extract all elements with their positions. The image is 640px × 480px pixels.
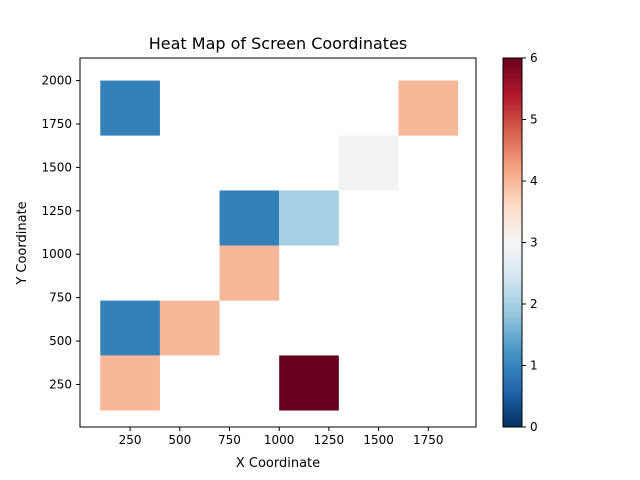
heatmap-cell-1 (279, 355, 339, 411)
colorbar-ticks: 0 1 2 3 4 5 6 (522, 51, 538, 434)
y-tick-label: 1750 (41, 117, 72, 131)
y-axis-ticks: 250 500 750 1000 1250 1500 1750 2000 (41, 74, 80, 391)
plot-frame (79, 57, 477, 428)
y-axis-label: Y Coordinate (15, 201, 30, 285)
y-tick-label: 750 (49, 291, 72, 305)
y-tick-label: 1500 (41, 160, 72, 174)
heatmap-cell-9 (398, 80, 459, 136)
y-tick-label: 1000 (41, 247, 72, 261)
x-axis-ticks: 250 500 750 1000 1250 1500 1750 (119, 427, 444, 447)
y-tick-label: 500 (49, 334, 72, 348)
colorbar (503, 58, 522, 427)
heatmap-cell-8 (100, 80, 160, 136)
heatmap-cell-3 (159, 300, 220, 356)
x-tick-label: 1750 (413, 433, 444, 447)
x-tick-label: 250 (119, 433, 142, 447)
x-tick-label: 1250 (314, 433, 345, 447)
y-tick-label: 1250 (41, 204, 72, 218)
y-tick-label: 250 (49, 377, 72, 391)
colorbar-tick-label: 6 (530, 51, 538, 65)
heatmap-cells (100, 80, 459, 411)
heatmap-cell-0 (100, 355, 160, 411)
heatmap-cell-2 (100, 300, 160, 356)
colorbar-tick-label: 1 (530, 359, 538, 373)
x-axis-label: X Coordinate (236, 456, 320, 471)
y-tick-label: 2000 (41, 74, 72, 88)
x-tick-label: 750 (218, 433, 241, 447)
heatmap-cell-5 (219, 190, 280, 246)
colorbar-tick-label: 3 (530, 236, 538, 250)
colorbar-tick-label: 5 (530, 113, 538, 127)
heatmap-cell-6 (279, 190, 339, 246)
x-tick-label: 1000 (264, 433, 295, 447)
heatmap-cell-7 (338, 135, 399, 191)
colorbar-tick-label: 0 (530, 420, 538, 434)
heatmap-cell-4 (219, 245, 280, 301)
colorbar-tick-label: 2 (530, 297, 538, 311)
x-tick-label: 500 (168, 433, 191, 447)
x-tick-label: 1500 (363, 433, 394, 447)
chart-title: Heat Map of Screen Coordinates (149, 34, 408, 53)
colorbar-tick-label: 4 (530, 174, 538, 188)
